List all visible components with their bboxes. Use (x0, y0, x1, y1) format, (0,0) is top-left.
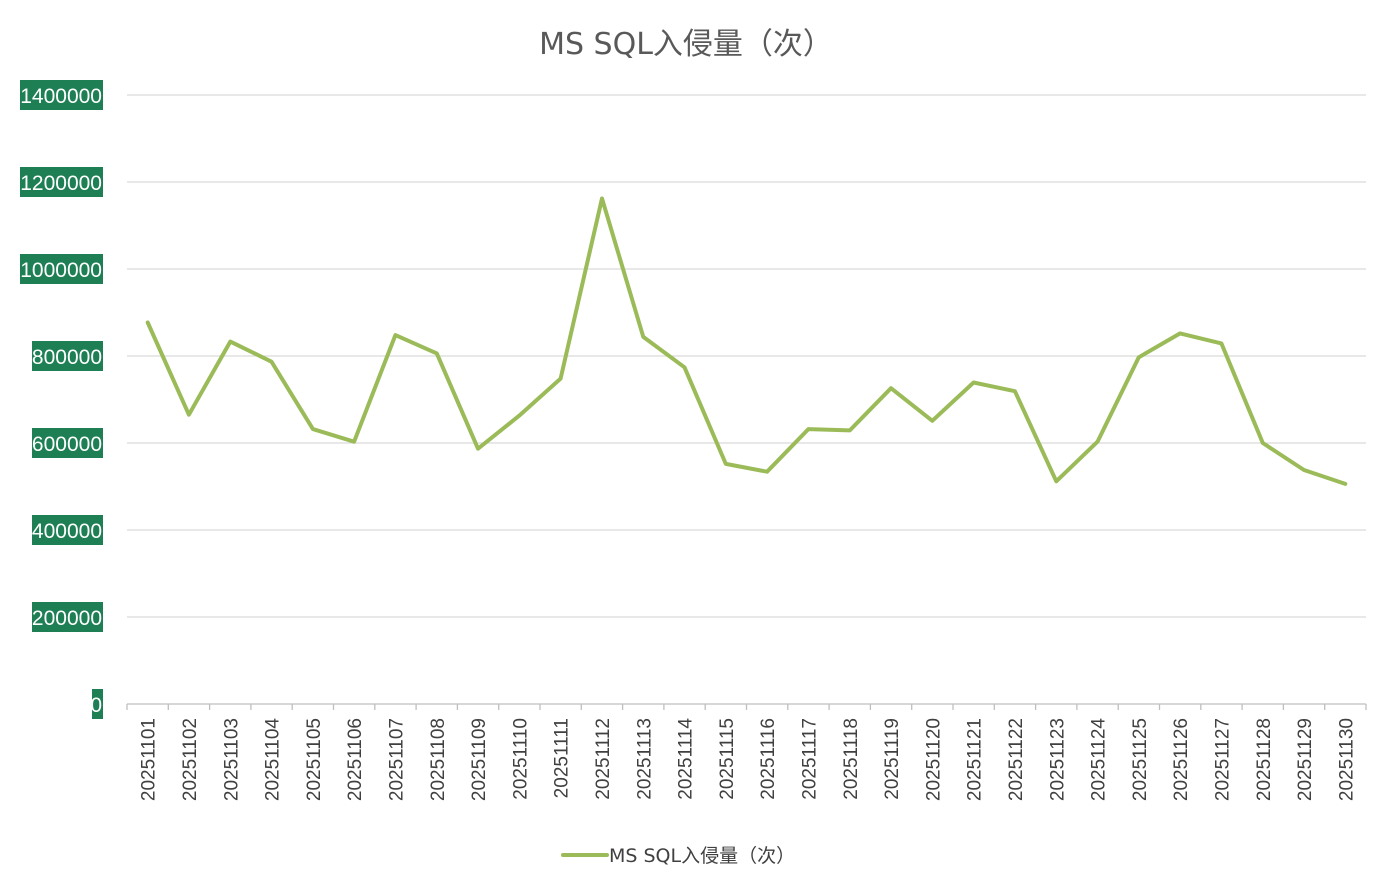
y-tick-label-background (32, 341, 103, 371)
x-tick-label: 20251121 (965, 718, 986, 801)
series-lines (145, 196, 1348, 486)
x-tick-label: 20251116 (758, 718, 779, 800)
x-tick-label: 20251130 (1336, 718, 1357, 801)
x-tick-label: 20251117 (799, 718, 820, 800)
x-tick-label: 20251102 (180, 718, 201, 801)
y-tick-label-background (32, 602, 103, 632)
y-tick-label-background (32, 515, 103, 545)
x-tick-label: 20251107 (386, 718, 407, 801)
x-tick-label: 20251111 (552, 718, 573, 798)
x-tick-label: 20251127 (1212, 718, 1233, 801)
x-tick-label: 20251123 (1047, 718, 1068, 801)
x-tick-label: 20251128 (1254, 718, 1275, 801)
x-tick-label: 20251129 (1295, 718, 1316, 801)
x-tick-label: 20251126 (1171, 718, 1192, 801)
y-tick-label: 1000000 (20, 259, 102, 282)
chart-title: MS SQL入侵量（次） (539, 27, 833, 62)
x-tick-label: 20251112 (593, 718, 614, 800)
x-tick-label: 20251125 (1130, 718, 1151, 801)
y-tick-label-background (20, 80, 103, 110)
x-tick-label: 20251114 (676, 718, 697, 800)
x-tick-label: 20251109 (469, 718, 490, 801)
y-tick-label-background (92, 689, 103, 719)
x-tick-label: 20251115 (717, 718, 738, 800)
x-tick-label: 20251124 (1089, 718, 1110, 802)
y-tick-label: 200000 (32, 607, 102, 630)
x-tick-label: 20251110 (510, 718, 531, 800)
x-tick-label: 20251103 (221, 718, 242, 801)
x-tick-label: 20251106 (345, 718, 366, 801)
x-tick-label: 20251104 (263, 718, 284, 802)
y-axis-ticks: 0 200000 400000 600000 800000 1000000 1200000 1… (20, 80, 103, 719)
y-tick-label: 400000 (32, 520, 102, 543)
x-tick-label: 20251101 (139, 718, 160, 801)
x-tick-label: 20251120 (923, 718, 944, 801)
x-tick-label: 20251108 (428, 718, 449, 801)
x-tick-label: 20251118 (841, 718, 862, 800)
series-line (145, 196, 1348, 486)
y-tick-label-background (20, 254, 103, 284)
x-axis-ticks: 20251101 20251102 20251103 20251104 20251105… (126, 704, 1367, 802)
x-tick-label: 20251119 (882, 718, 903, 800)
y-tick-label: 0 (90, 694, 102, 717)
gridlines (127, 94, 1366, 705)
y-tick-label: 1400000 (20, 85, 102, 108)
y-tick-label-background (32, 428, 103, 458)
legend-label: MS SQL入侵量（次） (609, 845, 795, 867)
y-tick-label: 800000 (32, 346, 102, 369)
y-tick-label: 600000 (32, 433, 102, 456)
y-tick-label-background (20, 167, 103, 197)
legend: MS SQL入侵量（次） (561, 845, 795, 867)
x-tick-label: 20251105 (304, 718, 325, 801)
y-tick-label: 1200000 (20, 172, 102, 195)
x-tick-label: 20251113 (634, 718, 655, 800)
x-tick-label: 20251122 (1006, 718, 1027, 801)
